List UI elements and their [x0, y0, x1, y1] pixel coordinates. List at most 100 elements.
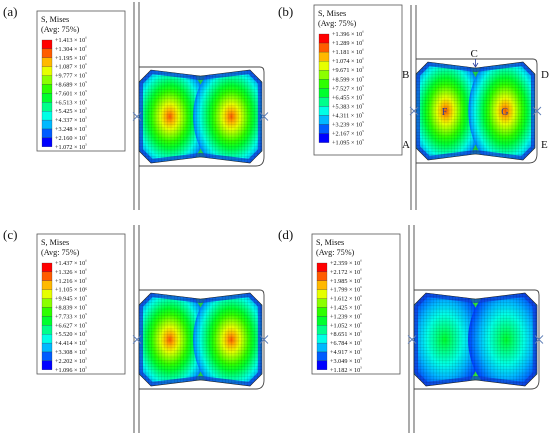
legend-swatch: [318, 115, 330, 125]
boundary-marker: [409, 106, 419, 116]
legend-swatch: [318, 88, 330, 98]
fe-model: [132, 225, 269, 433]
legend-subtitle: (Avg: 75%): [318, 19, 357, 28]
legend-subtitle: (Avg: 75%): [41, 248, 80, 257]
legend-swatch: [41, 84, 53, 94]
legend-value: +1.425 × 10⁶: [330, 303, 362, 312]
legend-value: +2.202 × 10⁵: [55, 356, 87, 365]
legend-value: +2.172 × 10⁶: [330, 267, 362, 276]
legend-swatch: [41, 57, 53, 67]
legend-swatch: [41, 342, 53, 353]
stress-contour: [139, 293, 262, 386]
legend-value: +3.248 × 10⁵: [55, 125, 87, 134]
legend-value: +2.160 × 10⁵: [55, 133, 87, 142]
legend-value: +6.627 × 10⁵: [55, 321, 87, 330]
legend-swatch: [41, 128, 53, 139]
boundary-marker: [132, 112, 142, 121]
legend-swatch: [316, 334, 328, 344]
legend-swatch: [316, 280, 328, 290]
legend-swatch: [318, 33, 330, 44]
legend-value: +4.337 × 10⁵: [55, 116, 87, 125]
panel-label: (b): [278, 4, 293, 19]
legend-value: +6.784 × 10⁵: [330, 339, 362, 348]
panel-d: (d) S, Mises (Avg: 75%) +2.359 × 10⁶ +2.172 …: [275, 223, 550, 445]
stress-lobe: [416, 62, 483, 160]
legend-value: +5.425 × 10⁵: [55, 107, 87, 116]
legend-title: S, Mises: [41, 238, 69, 247]
point-label-c: C: [471, 48, 478, 60]
legend-value: +9.945 × 10⁵: [55, 294, 87, 303]
legend-swatch: [318, 79, 330, 89]
stress-lobe: [414, 293, 483, 386]
legend-swatch: [41, 111, 53, 121]
panel-b-figure: (b) S, Mises(Avg: 75%) +1.396 × 10⁶+1.289 …: [278, 4, 549, 210]
legend-swatch: [41, 102, 53, 112]
legend-value: +4.414 × 10⁵: [55, 339, 87, 348]
legend-title: S, Mises: [41, 15, 69, 24]
legend-swatch: [41, 351, 53, 362]
point-label-d: D: [541, 69, 549, 81]
support-frame: [416, 58, 538, 164]
legend-swatch: [318, 70, 330, 80]
legend-swatch: [41, 360, 53, 370]
legend-swatch: [41, 119, 53, 130]
panel-b: (b) S, Mises (Avg: 75%) +1.396 × 10⁶ +1.289 …: [275, 0, 550, 222]
legend-value: +1.326 × 10⁶: [55, 267, 87, 276]
legend-swatch: [316, 271, 328, 281]
legend-value: +1.052 × 10⁶: [330, 321, 362, 330]
stress-lobe: [468, 62, 535, 160]
panel-a: (a) S, Mises (Avg: 75%) +1.413 × 10⁶ +1.304 …: [0, 0, 275, 222]
fe-model: [409, 5, 542, 210]
legend-swatch: [41, 334, 53, 344]
panel-d-figure: (d) S, Mises(Avg: 75%) +2.359 × 10⁶+2.172 …: [278, 225, 544, 433]
legend-subtitle: (Avg: 75%): [41, 25, 80, 34]
legend-value: +3.239 × 10⁵: [332, 120, 364, 129]
legend-value: +5.520 × 10⁵: [55, 330, 87, 339]
stress-contour: [416, 62, 535, 160]
legend-value: +1.216 × 10⁶: [55, 276, 87, 285]
legend-swatch: [318, 61, 330, 71]
point-label-a: A: [402, 139, 410, 151]
legend-value: +1.087 × 10⁶: [55, 62, 87, 71]
support-frame: [414, 289, 540, 390]
legend-value: +1.105 × 10⁶: [55, 287, 87, 294]
legend-value: +4.311 × 10⁵: [332, 111, 364, 120]
legend-swatch: [316, 325, 328, 335]
legend-value: +2.359 × 10⁶: [330, 259, 362, 268]
fe-model: [407, 225, 544, 433]
legend-swatch: [316, 289, 328, 299]
legend-value: +1.095 × 10⁵: [332, 138, 364, 147]
legend-value: +1.182 × 10⁵: [330, 365, 362, 374]
legend-swatch: [316, 351, 328, 362]
legend-swatch: [41, 298, 53, 308]
legend-swatch: [318, 124, 330, 134]
stress-lobe: [193, 70, 262, 163]
legend-value: +7.733 × 10⁵: [55, 312, 87, 321]
boundary-marker: [259, 335, 269, 344]
legend-swatch: [318, 42, 330, 53]
legend-swatch: [41, 66, 53, 76]
legend-swatch: [41, 93, 53, 103]
legend-value: +1.074 × 10⁶: [332, 57, 364, 66]
legend-value: +9.671 × 10⁵: [332, 66, 364, 75]
point-label-g: G: [501, 107, 508, 118]
stress-lobe: [193, 293, 262, 386]
stress-contour: [414, 293, 537, 386]
legend-value: +1.396 × 10⁶: [332, 30, 364, 39]
stress-lobe: [468, 293, 537, 386]
panel-label: (c): [3, 227, 17, 242]
legend-swatch: [41, 271, 53, 281]
legend-subtitle: (Avg: 75%): [316, 248, 355, 257]
legend-swatch: [318, 51, 330, 62]
legend-value: +4.917 × 10⁵: [330, 348, 362, 357]
legend-swatch: [41, 325, 53, 335]
legend-swatch: [318, 97, 330, 107]
legend-value: +1.239 × 10⁶: [330, 312, 362, 321]
legend-value: +1.072 × 10⁵: [55, 142, 87, 151]
legend-swatch: [41, 280, 53, 290]
legend-value: +3.049 × 10⁵: [330, 356, 362, 365]
panel-c: (c) S, Mises (Avg: 75%) +1.437 × 10⁶ +1.326 …: [0, 223, 275, 445]
boundary-marker: [532, 106, 542, 116]
legend-value: +3.308 × 10⁵: [55, 348, 87, 357]
boundary-marker: [259, 112, 269, 121]
